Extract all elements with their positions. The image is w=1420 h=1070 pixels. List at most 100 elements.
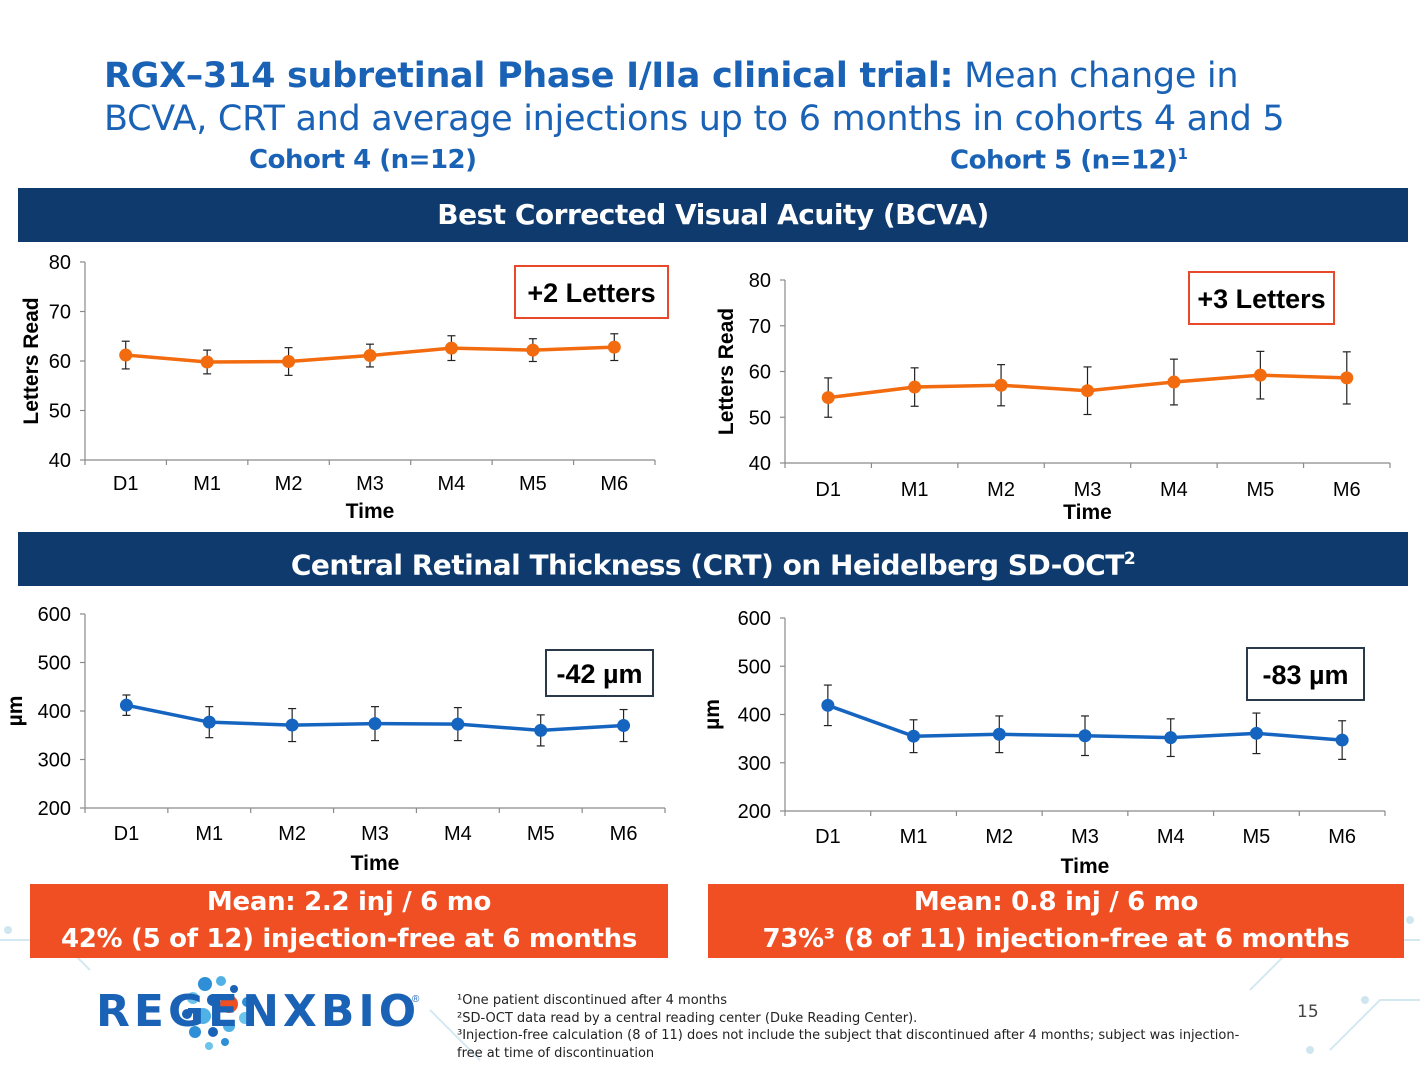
data-point	[908, 380, 922, 394]
data-point	[363, 349, 377, 363]
data-point	[1335, 733, 1349, 747]
slide-title-rest: Mean change in BCVA, CRT and average inj…	[104, 56, 1285, 139]
y-axis-title: Letters Read	[715, 308, 738, 435]
y-axis-title: µm	[701, 699, 724, 730]
x-axis-title: Time	[351, 852, 400, 875]
x-tick-label: M2	[985, 826, 1013, 848]
x-tick-label: D1	[113, 473, 139, 495]
crt-section-band: Central Retinal Thickness (CRT) on Heide…	[18, 532, 1408, 586]
result-cohort4-mean: Mean: 2.2 inj / 6 mo	[206, 887, 492, 917]
y-tick-label: 50	[749, 407, 771, 429]
data-point	[607, 340, 621, 354]
y-axis-title: Letters Read	[20, 297, 43, 424]
x-tick-label: M1	[193, 473, 221, 495]
data-point	[526, 343, 540, 357]
y-tick-label: 80	[49, 252, 71, 274]
x-tick-label: M6	[600, 473, 628, 495]
cohort4-label: Cohort 4 (n=12)	[249, 145, 477, 175]
y-tick-label: 40	[49, 450, 71, 472]
x-tick-label: M4	[1157, 826, 1185, 848]
data-point	[1167, 375, 1181, 389]
data-point	[907, 729, 921, 743]
footnote-1: ¹One patient discontinued after 4 months	[457, 993, 728, 1008]
data-point	[200, 355, 214, 369]
y-tick-label: 60	[49, 351, 71, 373]
change-callout-box	[545, 649, 654, 697]
data-point	[617, 719, 631, 733]
change-callout-text: +2 Letters	[527, 278, 655, 308]
company-logo-wordmark: REGENXBIO	[96, 986, 421, 1037]
chart-crt-cohort4: 200 300 400 500 600 D1 M1 M2 M3 M4 M5 M6 Time µm -42 µ…	[4, 604, 666, 875]
y-tick-label: 70	[49, 302, 71, 324]
x-tick-label: M3	[356, 473, 384, 495]
data-point	[534, 723, 548, 737]
y-tick-label: 200	[738, 801, 771, 823]
x-tick-label: M5	[519, 473, 547, 495]
data-point	[444, 341, 458, 355]
y-tick-label: 40	[749, 453, 771, 475]
change-callout-text: +3 Letters	[1197, 284, 1325, 314]
y-tick-label: 50	[49, 401, 71, 423]
registered-mark: ®	[412, 994, 420, 1005]
cohort5-footnote-marker: 1	[1177, 145, 1188, 163]
data-point	[1164, 731, 1178, 745]
x-tick-label: M2	[987, 479, 1015, 501]
chart-bcva-cohort5: 40 50 60 70 80 D1 M1 M2 M3 M4 M5 M6 Time Letters Read…	[715, 270, 1391, 524]
x-tick-label: D1	[815, 479, 841, 501]
footnote-2: ²SD-OCT data read by a central reading c…	[457, 1010, 918, 1026]
x-tick-label: D1	[114, 823, 140, 845]
x-tick-label: M4	[1160, 479, 1188, 501]
cohort5-label-text: Cohort 5 (n=12)	[950, 145, 1178, 176]
regenxbio-logo-icon	[182, 976, 252, 1050]
data-point	[119, 698, 133, 712]
x-tick-label: D1	[815, 826, 841, 848]
data-point	[994, 378, 1008, 392]
x-tick-label: M5	[1243, 826, 1271, 848]
slide-title-bold: RGX–314 subretinal Phase I/IIa clinical …	[104, 56, 954, 96]
change-callout-box	[1188, 271, 1335, 325]
footnote-3: ³Injection-free calculation (8 of 11) do…	[457, 1028, 1240, 1061]
x-tick-label: M3	[361, 823, 389, 845]
bcva-section-band: Best Corrected Visual Acuity (BCVA)	[18, 188, 1408, 242]
x-tick-label: M3	[1071, 826, 1099, 848]
data-point	[821, 698, 835, 712]
y-tick-label: 600	[38, 604, 71, 626]
footnotes: ¹One patient discontinued after 4 months…	[457, 992, 1247, 1062]
y-tick-label: 300	[38, 750, 71, 772]
x-tick-label: M1	[900, 826, 928, 848]
cohort5-label: Cohort 5 (n=12)1	[950, 145, 1188, 176]
result-cohort4: Mean: 2.2 inj / 6 mo 42% (5 of 12) injec…	[30, 884, 668, 958]
x-axis-title: Time	[346, 500, 395, 523]
data-point	[1253, 368, 1267, 382]
chart-bcva-cohort4: 40 50 60 70 80 D1 M1 M2 M3 M4 M5 M6 Time Letters Read…	[20, 252, 669, 523]
data-point	[1340, 371, 1354, 385]
data-point	[992, 727, 1006, 741]
crt-band-footnote-marker: 2	[1123, 549, 1136, 569]
result-cohort4-injection-free: 42% (5 of 12) injection-free at 6 months	[60, 924, 638, 954]
x-tick-label: M6	[1328, 826, 1356, 848]
x-tick-label: M4	[444, 823, 472, 845]
x-tick-label: M1	[195, 823, 223, 845]
x-axis-title: Time	[1063, 501, 1112, 524]
data-point	[1081, 384, 1094, 398]
change-callout-box	[514, 265, 669, 319]
data-point	[821, 391, 835, 405]
data-point	[1078, 729, 1092, 743]
x-tick-label: M3	[1074, 479, 1102, 501]
result-cohort5: Mean: 0.8 inj / 6 mo 73%³ (8 of 11) inje…	[708, 884, 1404, 958]
y-tick-label: 60	[749, 362, 771, 384]
y-tick-label: 70	[749, 316, 771, 338]
x-tick-label: M5	[527, 823, 555, 845]
result-cohort5-injection-free: 73%³ (8 of 11) injection-free at 6 month…	[762, 924, 1350, 954]
x-tick-label: M4	[438, 473, 466, 495]
y-tick-label: 500	[38, 653, 71, 675]
x-tick-label: M5	[1246, 479, 1274, 501]
y-tick-label: 400	[38, 701, 71, 723]
result-cohort5-mean: Mean: 0.8 inj / 6 mo	[913, 887, 1199, 917]
y-tick-label: 200	[38, 798, 71, 820]
y-tick-label: 500	[738, 656, 771, 678]
data-point	[285, 718, 299, 732]
x-axis-title: Time	[1061, 855, 1110, 878]
x-tick-label: M2	[275, 473, 303, 495]
crt-band-text: Central Retinal Thickness (CRT) on Heide…	[290, 548, 1124, 582]
